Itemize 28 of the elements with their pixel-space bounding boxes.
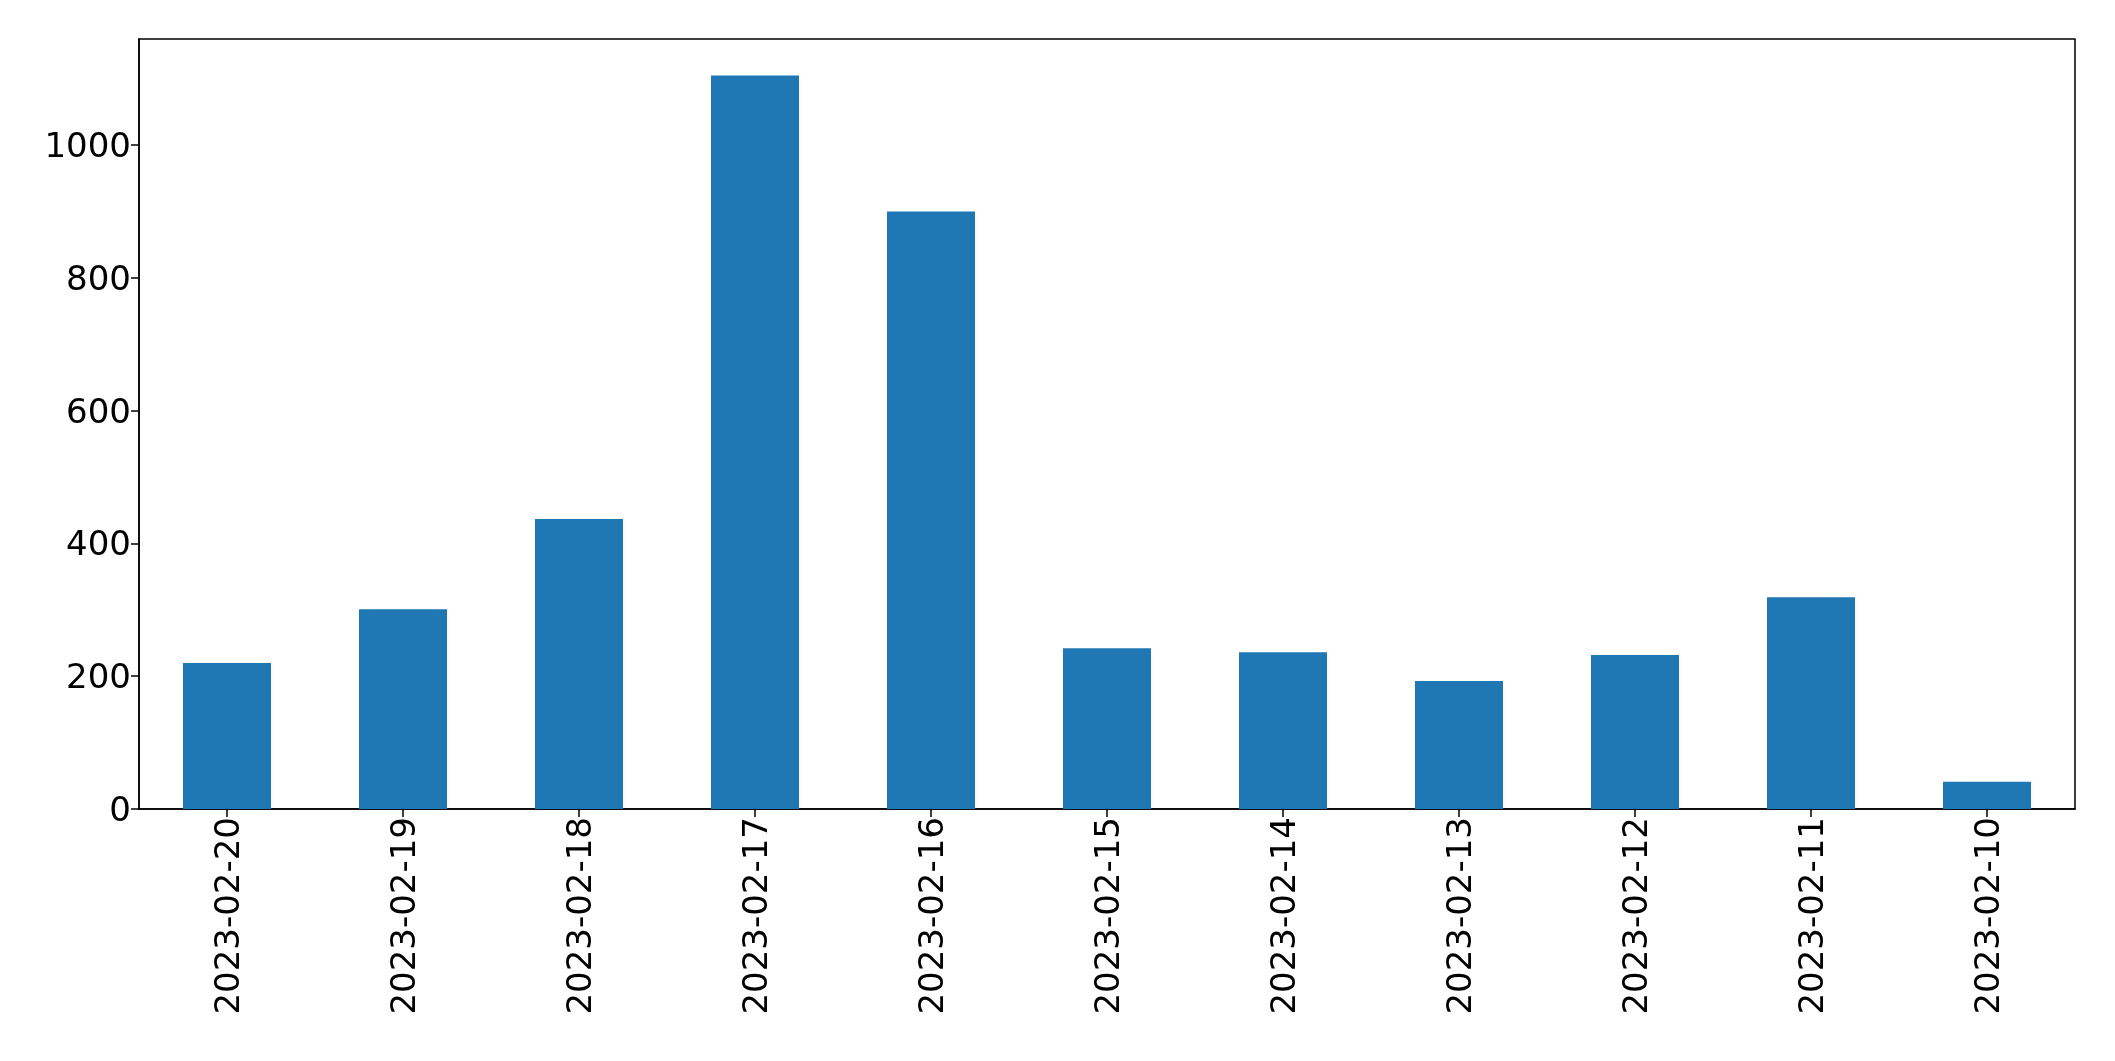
y-tick-label: 0 <box>109 789 131 829</box>
bar <box>1591 655 1679 809</box>
y-tick-label: 1000 <box>44 125 131 166</box>
bar <box>1239 652 1327 809</box>
bar <box>1063 648 1151 809</box>
x-tick-label: 2023-02-14 <box>1263 817 1303 1015</box>
bar <box>359 609 447 809</box>
y-tick-label: 600 <box>66 390 131 431</box>
bar <box>711 75 799 809</box>
y-tick-label: 200 <box>66 656 131 697</box>
bar <box>1415 680 1503 809</box>
x-tick-label: 2023-02-16 <box>911 817 951 1015</box>
bar <box>183 662 271 809</box>
x-tick-label: 2023-02-15 <box>1087 817 1127 1015</box>
bar <box>1943 781 2031 809</box>
bar <box>887 211 975 809</box>
x-tick-label: 2023-02-11 <box>1791 817 1831 1015</box>
x-tick-label: 2023-02-19 <box>383 817 423 1015</box>
x-tick-label: 2023-02-17 <box>735 817 775 1015</box>
bar <box>1767 597 1855 809</box>
y-tick-label: 400 <box>66 523 131 564</box>
x-tick-label: 2023-02-13 <box>1439 817 1479 1015</box>
x-tick-label: 2023-02-20 <box>207 817 247 1015</box>
bar <box>535 518 623 809</box>
x-tick-label: 2023-02-12 <box>1615 817 1655 1015</box>
x-tick-label: 2023-02-10 <box>1967 817 2007 1015</box>
y-tick-label: 800 <box>66 257 131 298</box>
x-tick-label: 2023-02-18 <box>559 817 599 1015</box>
